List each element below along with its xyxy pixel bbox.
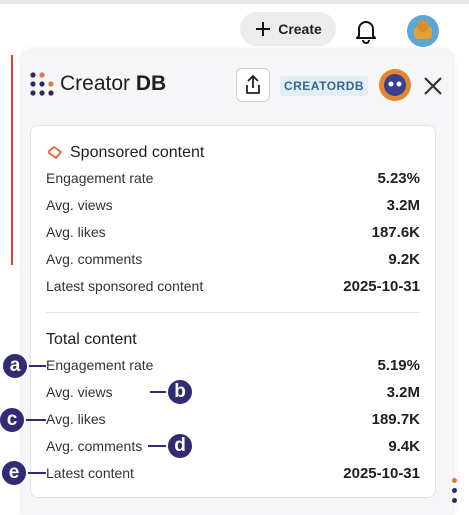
metric-value: 5.19% [377,357,420,374]
metric-label: Avg. comments [46,438,143,454]
annotation-marker: d [166,432,194,460]
annotation-marker: b [166,378,194,406]
logo-mark [30,72,54,96]
metric-value: 9.2K [388,251,420,268]
metric-value: 187.6K [371,224,420,241]
metric-value: 3.2M [386,197,420,214]
share-button[interactable] [236,68,270,102]
metric-label: Engagement rate [46,170,154,186]
logo: Creator DB [30,72,166,96]
metric-label: Latest sponsored content [46,278,204,294]
metric-label: Engagement rate [46,357,154,373]
metric-label: Avg. views [46,197,113,213]
share-icon [246,75,260,94]
annotation-line [27,472,46,474]
metric-value: 2025-10-31 [343,465,420,482]
background-edge [11,55,13,265]
creator-avatar[interactable] [378,68,412,102]
metric-value: 2025-10-31 [343,278,420,295]
close-button[interactable] [423,76,443,96]
metric-label: Avg. views [46,384,113,400]
metric-value: 3.2M [386,384,420,401]
section-title: Total content [46,331,137,348]
metric-value: 9.4K [388,438,420,455]
top-border [0,0,469,4]
annotation-line [150,391,167,393]
metric-label: Avg. likes [46,411,106,427]
annotation-marker: e [0,459,28,487]
annotation-line [28,365,46,367]
notifications[interactable] [354,18,378,44]
creatordb-badge: CREATORDB [280,76,368,96]
create-button[interactable]: Create [240,12,336,46]
metric-label: Avg. likes [46,224,106,240]
stats-card [30,125,436,498]
plus-icon [256,22,271,36]
annotation-line [25,419,46,421]
divider [46,312,420,313]
metric-value: 5.23% [377,170,420,187]
logo-name: Creator [60,72,131,95]
user-avatar[interactable] [406,14,440,48]
annotation-marker: a [1,352,29,380]
section-title: Sponsored content [70,144,205,161]
annotation-line [148,445,167,447]
metric-label: Latest content [46,465,134,481]
metric-label: Avg. comments [46,251,143,267]
annotation-marker: c [0,406,26,434]
create-label: Create [278,21,322,37]
logo-text: Creator DB [60,72,166,96]
background-logo [452,478,458,508]
sponsored-icon [48,146,62,159]
logo-suffix: DB [135,72,167,95]
metric-value: 189.7K [371,411,420,428]
